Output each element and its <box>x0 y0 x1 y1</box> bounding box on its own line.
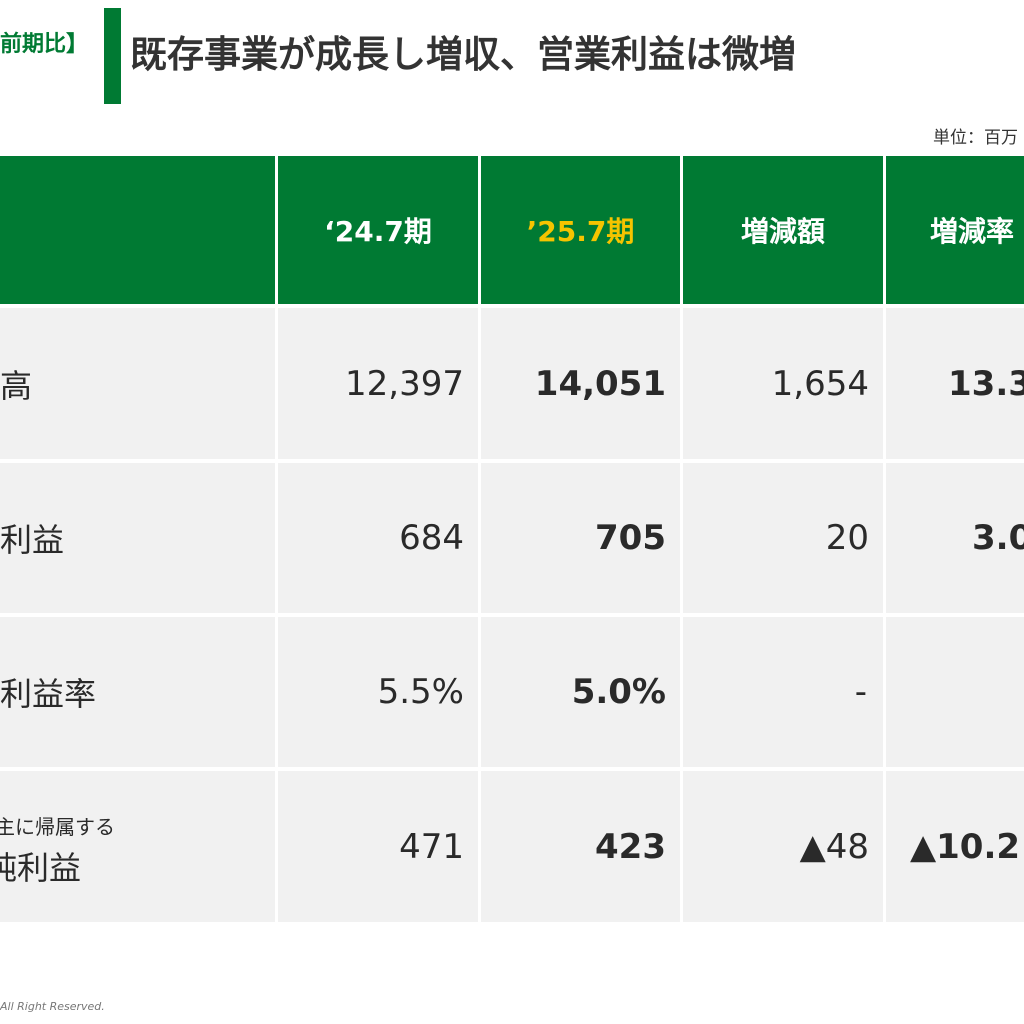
cell-sales-2025: 14,051 <box>481 308 680 459</box>
cell-net-diff: ▲48 <box>683 771 883 922</box>
cell-net-2025: 423 <box>481 771 680 922</box>
cell-net-2024: 471 <box>278 771 478 922</box>
row-label-operating-profit: 利益 <box>0 463 275 613</box>
row-label-net-income-prefix: 主に帰属する <box>0 815 115 839</box>
row-label-net-income: 主に帰属する 純利益 <box>0 771 275 922</box>
cell-margin-2024: 5.5% <box>278 617 478 767</box>
cell-sales-diff: 1,654 <box>683 308 883 459</box>
cell-margin-diff: - <box>683 617 883 767</box>
cell-net-rate: ▲10.2 <box>886 771 1024 922</box>
column-header-rate: 増減率 <box>886 156 1024 304</box>
cell-margin-rate <box>886 617 1024 767</box>
cell-op-2024: 684 <box>278 463 478 613</box>
column-header-diff: 増減額 <box>683 156 883 304</box>
row-label-net-income-main: 純利益 <box>0 849 81 887</box>
cell-op-rate: 3.0 <box>886 463 1024 613</box>
section-tag: 前期比】 <box>0 32 89 57</box>
page-title: 既存事業が成長し増収、営業利益は微増 <box>130 33 796 76</box>
cell-op-diff: 20 <box>683 463 883 613</box>
row-label-operating-margin: 利益率 <box>0 617 275 767</box>
cell-sales-2024: 12,397 <box>278 308 478 459</box>
table-header-label <box>0 156 275 304</box>
row-label-sales: 高 <box>0 308 275 459</box>
cell-margin-2025: 5.0% <box>481 617 680 767</box>
column-header-2025: ’25.7期 <box>481 156 680 304</box>
cell-sales-rate: 13.3 <box>886 308 1024 459</box>
copyright-notice: All Right Reserved. <box>0 1000 105 1013</box>
cell-op-2025: 705 <box>481 463 680 613</box>
unit-label: 単位：百万 <box>933 128 1018 148</box>
column-header-2024: ‘24.7期 <box>278 156 478 304</box>
title-accent-bar <box>104 8 121 104</box>
